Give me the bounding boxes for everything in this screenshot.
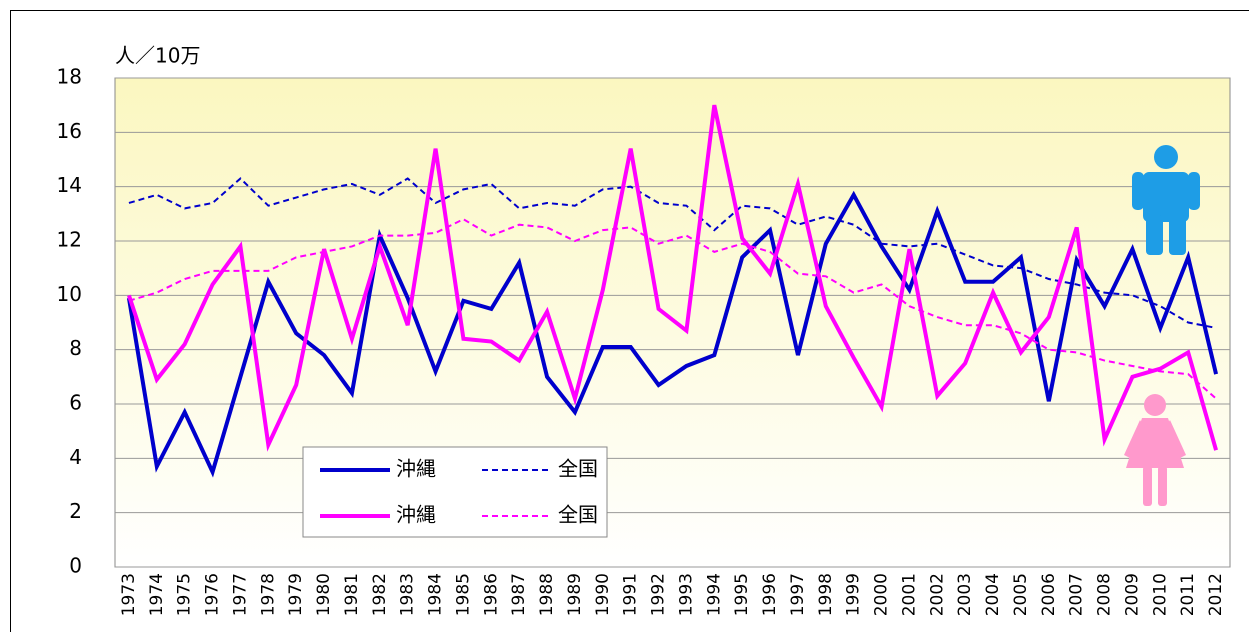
x-tick-label: 2001 [899, 573, 919, 616]
x-tick-label: 2008 [1095, 573, 1115, 616]
series-line [128, 218, 1217, 400]
x-tick-label: 2006 [1039, 573, 1059, 616]
y-tick-label: 12 [57, 228, 82, 252]
x-tick-label: 1983 [398, 573, 418, 616]
male-icon [1132, 145, 1200, 255]
x-tick-label: 1987 [509, 573, 529, 616]
x-tick-label: 1978 [258, 573, 278, 616]
x-tick-label: 1999 [844, 573, 864, 616]
x-tick-label: 1991 [621, 573, 641, 616]
x-tick-label: 1984 [426, 573, 446, 616]
x-tick-label: 1974 [147, 573, 167, 616]
x-tick-label: 2010 [1150, 573, 1170, 616]
y-tick-label: 10 [57, 282, 82, 306]
x-tick-label: 2005 [1011, 573, 1031, 616]
x-tick-label: 1982 [370, 573, 390, 616]
female-icon [1124, 394, 1186, 506]
x-tick-label: 1976 [203, 573, 223, 616]
x-tick-label: 1990 [593, 573, 613, 616]
x-tick-label: 2009 [1122, 573, 1142, 616]
y-tick-label: 2 [69, 499, 82, 523]
x-tick-label: 2003 [955, 573, 975, 616]
x-tick-label: 1992 [649, 573, 669, 616]
legend [302, 446, 608, 538]
x-tick-label: 2011 [1178, 573, 1198, 616]
y-tick-label: 14 [57, 173, 82, 197]
x-tick-label: 1988 [537, 573, 557, 616]
legend-label: 全国 [558, 457, 598, 481]
x-tick-label: 1975 [175, 573, 195, 616]
y-tick-label: 6 [69, 391, 82, 415]
y-tick-label: 8 [69, 336, 82, 360]
x-tick-label: 1985 [453, 573, 473, 616]
x-tick-label: 1996 [760, 573, 780, 616]
legend-label: 沖縄 [396, 457, 436, 481]
x-tick-label: 1995 [732, 573, 752, 616]
legend-label: 沖縄 [396, 503, 436, 527]
y-axis-label: 人／10万 [115, 44, 200, 68]
y-tick-label: 16 [57, 119, 82, 143]
legend-label: 全国 [558, 503, 598, 527]
x-tick-label: 1994 [704, 573, 724, 616]
x-tick-label: 1998 [816, 573, 836, 616]
x-tick-label: 1977 [230, 573, 250, 616]
x-tick-label: 1986 [481, 573, 501, 616]
x-tick-label: 1993 [676, 573, 696, 616]
x-tick-label: 1989 [565, 573, 585, 616]
x-tick-label: 1981 [342, 573, 362, 616]
y-tick-label: 4 [69, 445, 82, 469]
x-tick-label: 2004 [983, 573, 1003, 616]
x-tick-label: 1973 [119, 573, 139, 616]
series-line [126, 190, 1219, 478]
x-tick-label: 2002 [927, 573, 947, 616]
x-tick-label: 1979 [286, 573, 306, 616]
x-tick-label: 1997 [788, 573, 808, 616]
y-tick-label: 18 [57, 65, 82, 89]
x-tick-label: 2000 [872, 573, 892, 616]
x-tick-label: 1980 [314, 573, 334, 616]
series-line [127, 104, 1218, 452]
y-tick-label: 0 [69, 554, 82, 578]
x-tick-label: 2012 [1206, 573, 1226, 616]
x-tick-label: 2007 [1067, 573, 1087, 616]
